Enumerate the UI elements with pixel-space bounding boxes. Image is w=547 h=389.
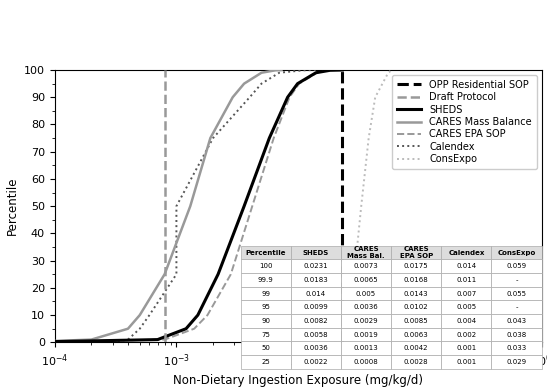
X-axis label: Non-Dietary Ingestion Exposure (mg/kg/d): Non-Dietary Ingestion Exposure (mg/kg/d) [173,374,423,387]
Legend: OPP Residential SOP, Draft Protocol, SHEDS, CARES Mass Balance, CARES EPA SOP, C: OPP Residential SOP, Draft Protocol, SHE… [392,75,537,169]
Y-axis label: Percentile: Percentile [5,177,19,235]
